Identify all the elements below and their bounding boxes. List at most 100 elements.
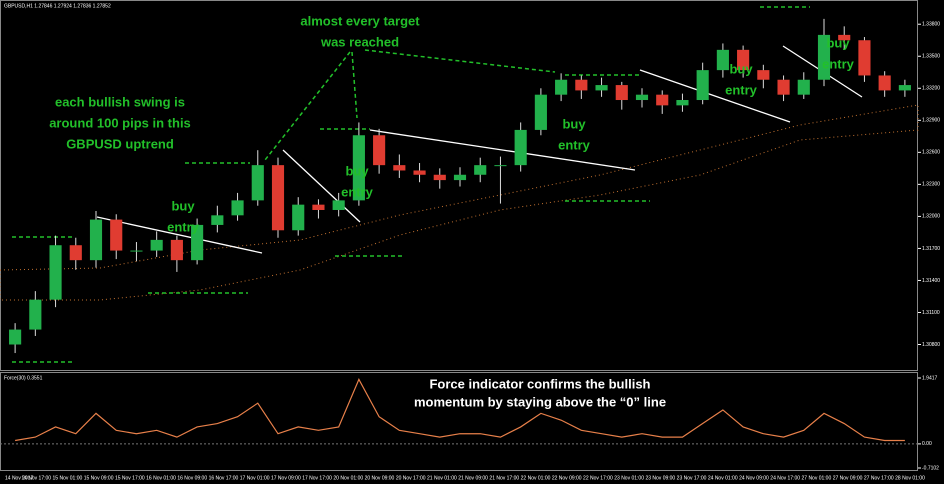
y-tick-label: 1.31100 (922, 310, 940, 316)
y-tick-label: 1.32000 (922, 214, 940, 220)
candle-body (352, 135, 365, 201)
x-tick-label: 27 Nov 09:00 (833, 475, 863, 481)
candle-body (817, 34, 831, 80)
candle-body (716, 49, 729, 71)
y-tick-label: 0.00 (922, 441, 932, 447)
annotation: buy (729, 61, 753, 76)
y-tick-label: 1.33800 (922, 22, 940, 28)
pane-label: Force(30) 0.3551 (4, 375, 43, 381)
candle-body (373, 135, 386, 166)
x-tick-label: 15 Nov 01:00 (53, 475, 83, 481)
candle-body (413, 170, 426, 175)
candle-body (898, 85, 911, 91)
candle-body (797, 79, 810, 95)
candle-body (150, 239, 163, 251)
candle-body (332, 200, 345, 210)
candle-body (89, 219, 103, 261)
annotation: Force indicator confirms the bullish (429, 376, 650, 391)
candle-body (635, 94, 649, 101)
x-tick-label: 21 Nov 01:00 (427, 475, 457, 481)
x-tick-label: 20 Nov 17:00 (396, 475, 426, 481)
annotation: buy (826, 35, 850, 50)
candle-body (737, 49, 750, 71)
ichimoku-cloud (0, 104, 919, 301)
x-tick-label: 27 Nov 01:00 (802, 475, 832, 481)
annotation: buy (345, 163, 369, 178)
y-tick-label: 1.30800 (922, 342, 940, 348)
x-tick-label: 24 Nov 17:00 (770, 475, 800, 481)
y-tick-label: 1.31700 (922, 246, 940, 252)
y-tick-label: 1.32300 (922, 182, 940, 188)
x-tick-label: 15 Nov 09:00 (84, 475, 114, 481)
candle-body (433, 174, 446, 181)
candle-body (878, 75, 891, 91)
annotation: each bullish swing is (55, 94, 185, 109)
x-tick-label: 17 Nov 09:00 (271, 475, 301, 481)
candle-body (251, 165, 264, 201)
trend-line (369, 129, 636, 171)
x-tick-label: 21 Nov 09:00 (458, 475, 488, 481)
y-tick-label: 1.9417 (922, 375, 938, 381)
candle-body (534, 94, 547, 130)
candle-body (656, 94, 669, 106)
x-tick-label: 22 Nov 09:00 (552, 475, 582, 481)
annotation: around 100 pips in this (49, 115, 191, 130)
candle-body (575, 79, 588, 91)
annotation: momentum by staying above the “0” line (414, 394, 666, 409)
candle-body (696, 70, 709, 101)
y-tick-label: 1.33200 (922, 86, 940, 92)
x-tick-label: 23 Nov 01:00 (614, 475, 644, 481)
candle-body (838, 34, 851, 41)
candle-body (231, 200, 244, 216)
candle-body (271, 165, 285, 231)
force-line (15, 378, 905, 442)
candle-body (858, 40, 871, 76)
x-tick-label: 21 Nov 17:00 (489, 475, 519, 481)
y-tick-label: 1.32600 (922, 150, 940, 156)
annotation: entry (558, 137, 591, 152)
x-tick-label: 22 Nov 01:00 (521, 475, 551, 481)
candle-body (494, 165, 507, 167)
price-pane (0, 0, 918, 371)
y-tick-label: 1.32900 (922, 118, 940, 124)
candle-body (9, 329, 22, 345)
y-tick-label: 1.31400 (922, 278, 940, 284)
annotation: GBPUSD uptrend (66, 136, 174, 151)
candle-body (170, 239, 183, 261)
x-tick-label: 17 Nov 01:00 (240, 475, 270, 481)
y-tick-label: 1.33500 (922, 54, 940, 60)
annotation: almost every target (300, 13, 420, 28)
y-tick-label: -0.7102 (922, 465, 939, 471)
x-tick-label: 27 Nov 17:00 (864, 475, 894, 481)
target-arrows (12, 6, 810, 363)
x-tick-label: 24 Nov 09:00 (739, 475, 769, 481)
annotation: buy (171, 198, 195, 213)
x-tick-label: 14 Nov 17:00 (21, 475, 51, 481)
x-tick-label: 20 Nov 09:00 (365, 475, 395, 481)
x-tick-label: 20 Nov 01:00 (333, 475, 363, 481)
x-tick-label: 16 Nov 01:00 (146, 475, 176, 481)
candle-body (555, 79, 568, 95)
candle-body (453, 174, 467, 181)
x-tick-label: 16 Nov 17:00 (209, 475, 239, 481)
x-tick-label: 24 Nov 01:00 (708, 475, 738, 481)
x-tick-label: 23 Nov 17:00 (677, 475, 707, 481)
trend-line (282, 149, 361, 223)
trend-lines (96, 45, 863, 254)
candle-body (777, 79, 790, 95)
candle-body (49, 245, 62, 300)
candle-body (312, 204, 325, 210)
annotation: entry (167, 219, 200, 234)
candle-body (130, 250, 143, 252)
trend-line (639, 69, 791, 123)
candle-body (393, 165, 406, 171)
candle-body (676, 100, 689, 106)
x-tick-label: 15 Nov 17:00 (115, 475, 145, 481)
x-tick-label: 28 Nov 01:00 (895, 475, 925, 481)
x-tick-label: 22 Nov 17:00 (583, 475, 613, 481)
candle-body (110, 219, 123, 251)
x-tick-label: 23 Nov 09:00 (645, 475, 675, 481)
candle-body (595, 85, 608, 91)
